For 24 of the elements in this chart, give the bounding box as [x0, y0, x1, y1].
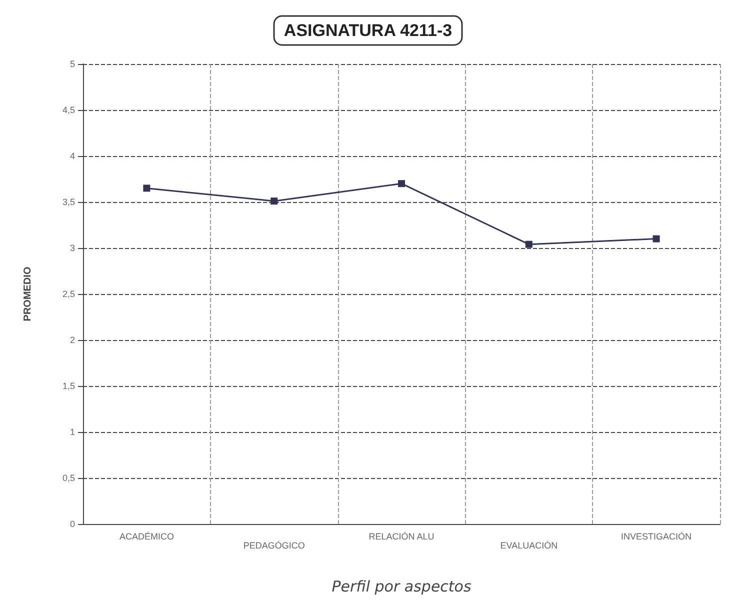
chart-title: ASIGNATURA 4211-3 [284, 21, 452, 40]
point [652, 235, 660, 242]
y-tick-label: 0 [70, 519, 75, 529]
x-tick-label: EVALUACIÓN [500, 540, 558, 550]
point [398, 180, 405, 188]
y-tick-label: 2,5 [62, 289, 75, 299]
x-tick-label: RELACIÓN ALU [368, 532, 434, 542]
y-tick-label: 2 [70, 335, 75, 345]
x-tick-label: ACADÉMICO [119, 532, 174, 542]
x-tick-label: INVESTIGACIÓN [621, 532, 692, 542]
y-tick-label: 3,5 [62, 197, 75, 207]
y-tick-label: 1,5 [62, 381, 75, 391]
y-tick-label: 4,5 [62, 105, 75, 115]
point [143, 184, 150, 192]
y-tick-label: 1 [70, 427, 75, 437]
y-tick-label: 5 [70, 59, 75, 69]
y-tick-label: 3 [70, 243, 75, 253]
point [270, 198, 278, 205]
y-axis-title: PROMEDIO [22, 266, 34, 322]
y-tick-label: 4 [70, 151, 75, 161]
point [525, 240, 532, 248]
x-axis-title: Perfil por aspectos [332, 578, 472, 596]
x-tick-label: PEDAGÓGICO [243, 540, 305, 550]
y-tick-label: 0,5 [62, 473, 75, 483]
